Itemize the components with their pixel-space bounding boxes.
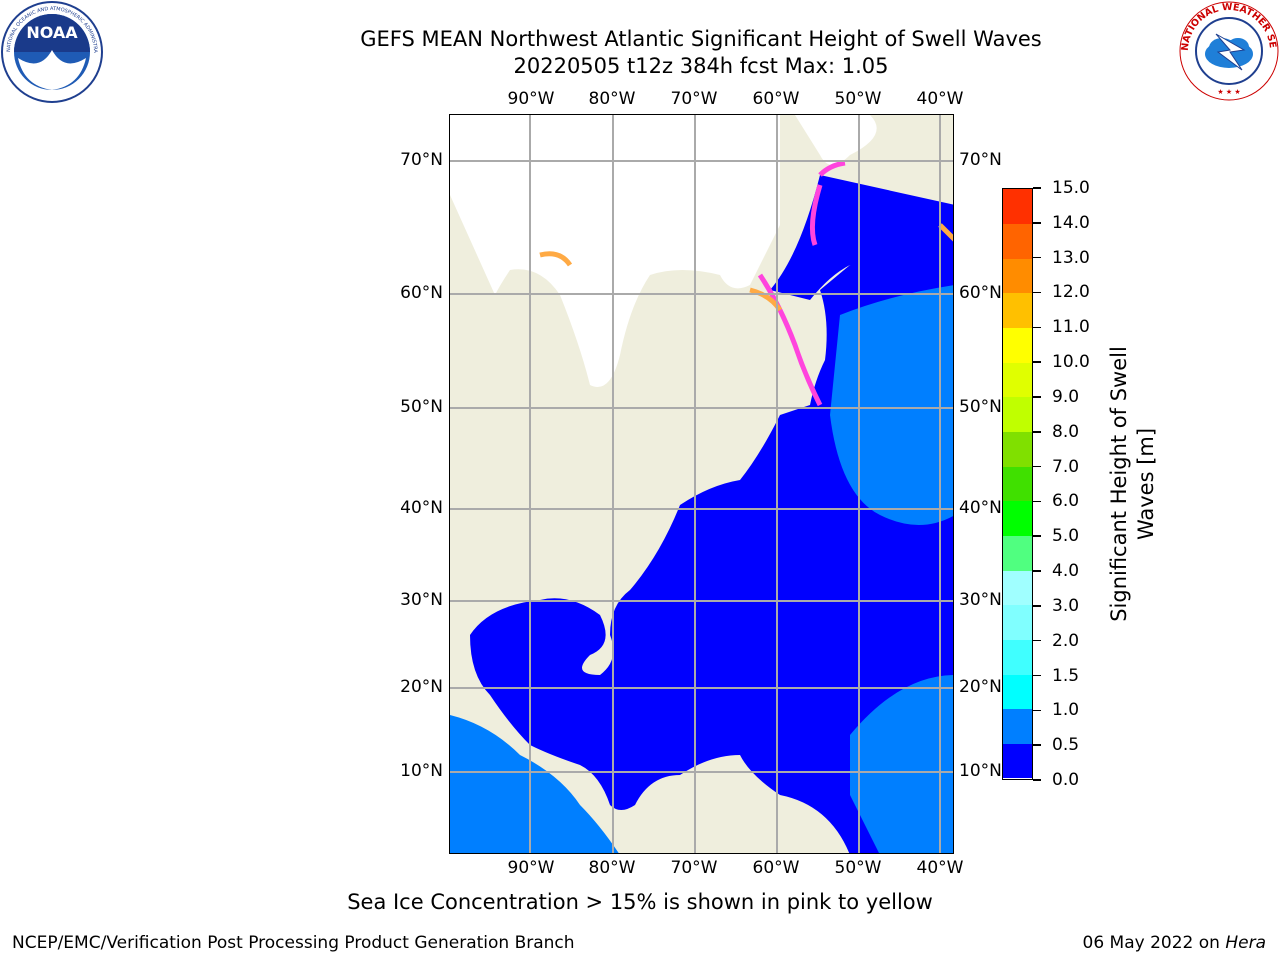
colorbar-segment — [1003, 396, 1032, 433]
colorbar-tick — [1033, 674, 1041, 677]
lon-label-bottom: 80°W — [588, 858, 636, 878]
colorbar-tick-label: 7.0 — [1052, 456, 1080, 477]
lon-label-bottom: 90°W — [507, 858, 555, 878]
colorbar-tick-label: 1.5 — [1052, 665, 1080, 686]
lat-label-right: 60°N — [959, 283, 1002, 303]
sea-ice-edge-greenland — [809, 160, 846, 246]
arctic-white-area — [450, 115, 780, 387]
colorbar-segment — [1003, 674, 1032, 710]
colorbar-segment — [1003, 223, 1032, 259]
lon-label-bottom: 70°W — [670, 858, 718, 878]
colorbar-tick-label: 9.0 — [1052, 386, 1080, 407]
lat-label-left: 10°N — [400, 761, 443, 781]
lat-label-left: 50°N — [400, 397, 443, 417]
colorbar-tick — [1033, 222, 1041, 224]
lon-label-bottom: 60°W — [752, 858, 800, 878]
lon-label-top: 90°W — [507, 89, 555, 109]
footer-credit: NCEP/EMC/Verification Post Processing Pr… — [12, 933, 575, 953]
colorbar-segment — [1003, 570, 1032, 606]
lon-label-bottom: 40°W — [916, 858, 964, 878]
colorbar-tick — [1033, 187, 1041, 189]
lat-label-right: 50°N — [959, 397, 1002, 417]
lat-label-right: 70°N — [959, 150, 1002, 170]
colorbar-tick-label: 0.5 — [1052, 735, 1080, 756]
colorbar-tick — [1033, 396, 1041, 398]
colorbar-title: Significant Height of Swell Waves [m] — [1107, 346, 1158, 622]
colorbar-segment — [1003, 500, 1032, 536]
colorbar-tick-label: 0.0 — [1052, 770, 1080, 790]
noaa-logo-text: NOAA — [26, 23, 78, 42]
colorbar-tick-label: 3.0 — [1052, 595, 1080, 616]
map-gridlines — [450, 115, 953, 853]
colorbar-tick-label: 4.0 — [1052, 561, 1080, 582]
lat-label-right: 40°N — [959, 498, 1002, 518]
lon-label-top: 80°W — [588, 89, 636, 109]
colorbar-segment — [1003, 431, 1032, 467]
colorbar-segment — [1003, 292, 1032, 329]
colorbar-tick — [1033, 326, 1041, 329]
colorbar-segment — [1003, 535, 1032, 571]
colorbar-tick — [1033, 535, 1041, 537]
colorbar-tick-label: 12.0 — [1052, 282, 1090, 303]
lon-label-top: 60°W — [752, 89, 800, 109]
colorbar-tick-label: 6.0 — [1052, 491, 1080, 512]
colorbar-tick — [1033, 639, 1041, 642]
lat-label-left: 60°N — [400, 283, 443, 303]
colorbar-tick-label: 11.0 — [1052, 317, 1090, 338]
lat-label-left: 70°N — [400, 150, 443, 170]
lat-label-left: 30°N — [400, 590, 443, 610]
lon-label-top: 40°W — [916, 89, 964, 109]
colorbar-tick — [1033, 570, 1041, 572]
colorbar-tick-label: 13.0 — [1052, 247, 1090, 268]
chart-title: GEFS MEAN Northwest Atlantic Significant… — [360, 27, 1042, 51]
colorbar-segment — [1003, 362, 1032, 398]
colorbar-tick — [1033, 465, 1041, 468]
colorbar-tick-label: 2.0 — [1052, 630, 1080, 651]
colorbar-tick-label: 14.0 — [1052, 212, 1090, 233]
nws-logo: NATIONAL WEATHER SERVICE ★ ★ ★ — [1178, 0, 1279, 101]
colorbar-segment — [1003, 189, 1032, 225]
colorbar-segment — [1003, 708, 1032, 744]
footer-date: 06 May 2022 on Hera — [1082, 933, 1267, 953]
colorbar — [1002, 188, 1033, 780]
lat-label-right: 20°N — [959, 677, 1002, 697]
colorbar-segment — [1003, 743, 1032, 779]
svg-text:★ ★ ★: ★ ★ ★ — [1217, 88, 1240, 96]
lat-label-left: 20°N — [400, 677, 443, 697]
noaa-logo: NOAA NATIONAL OCEANIC AND ATMOSPHERIC AD… — [0, 0, 103, 103]
colorbar-tick-label: 8.0 — [1052, 421, 1080, 442]
colorbar-tick — [1033, 291, 1041, 294]
colorbar-segment — [1003, 639, 1032, 675]
lat-label-right: 30°N — [959, 590, 1002, 610]
lat-label-right: 10°N — [959, 761, 1002, 781]
colorbar-segment — [1003, 258, 1032, 294]
map-canvas — [450, 115, 953, 853]
colorbar-tick-label: 15.0 — [1052, 178, 1090, 198]
colorbar-tick-label: 5.0 — [1052, 526, 1080, 547]
colorbar-tick — [1033, 605, 1041, 607]
lon-label-bottom: 50°W — [834, 858, 882, 878]
map-panel — [449, 114, 954, 854]
chart-subtitle: 20220505 t12z 384h fcst Max: 1.05 — [513, 54, 889, 78]
lon-label-top: 70°W — [670, 89, 718, 109]
colorbar-segment — [1003, 604, 1032, 640]
colorbar-tick-label: 1.0 — [1052, 700, 1080, 721]
ocean-region-pacific — [450, 715, 619, 853]
colorbar-tick — [1033, 361, 1041, 363]
colorbar-segment — [1003, 466, 1032, 502]
lon-label-top: 50°W — [834, 89, 882, 109]
sea-ice-orange — [539, 223, 953, 312]
colorbar-tick-label: 10.0 — [1052, 352, 1090, 373]
colorbar-tick — [1033, 431, 1041, 433]
colorbar-tick — [1033, 709, 1041, 712]
colorbar-tick — [1033, 500, 1041, 503]
ocean-region-mid-swell-south — [850, 675, 953, 853]
greenland-white — [795, 115, 877, 165]
colorbar-tick — [1033, 256, 1041, 259]
colorbar-tick — [1033, 744, 1041, 746]
lat-label-left: 40°N — [400, 498, 443, 518]
colorbar-tick — [1033, 779, 1041, 781]
colorbar-segment — [1003, 327, 1032, 363]
ocean-region-mid-swell — [830, 285, 953, 525]
